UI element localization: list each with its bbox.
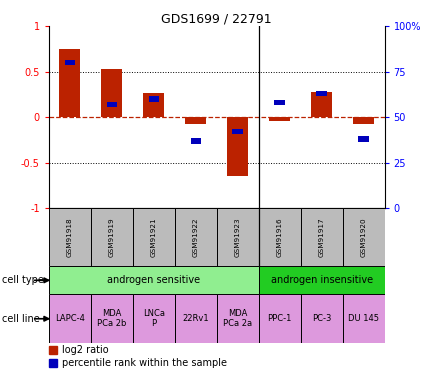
FancyBboxPatch shape bbox=[217, 208, 259, 266]
Bar bbox=[227, 117, 248, 176]
Text: GSM91922: GSM91922 bbox=[193, 217, 199, 257]
Text: LNCa
P: LNCa P bbox=[143, 309, 165, 328]
Bar bbox=[101, 69, 122, 117]
Bar bbox=[275, 100, 285, 105]
FancyBboxPatch shape bbox=[217, 294, 259, 343]
Text: percentile rank within the sample: percentile rank within the sample bbox=[62, 358, 227, 368]
FancyBboxPatch shape bbox=[343, 294, 385, 343]
FancyBboxPatch shape bbox=[259, 208, 300, 266]
Text: PC-3: PC-3 bbox=[312, 314, 332, 323]
Bar bbox=[317, 91, 327, 96]
FancyBboxPatch shape bbox=[259, 266, 385, 294]
Text: LAPC-4: LAPC-4 bbox=[55, 314, 85, 323]
FancyBboxPatch shape bbox=[49, 294, 91, 343]
FancyBboxPatch shape bbox=[49, 266, 259, 294]
FancyBboxPatch shape bbox=[91, 294, 133, 343]
Text: cell type: cell type bbox=[2, 275, 44, 285]
Bar bbox=[49, 346, 57, 354]
Bar bbox=[60, 49, 80, 117]
Text: log2 ratio: log2 ratio bbox=[62, 345, 109, 355]
FancyBboxPatch shape bbox=[300, 208, 343, 266]
FancyBboxPatch shape bbox=[259, 294, 300, 343]
FancyBboxPatch shape bbox=[175, 294, 217, 343]
Text: cell line: cell line bbox=[2, 314, 40, 324]
Text: GSM91917: GSM91917 bbox=[319, 217, 325, 257]
FancyBboxPatch shape bbox=[300, 294, 343, 343]
Bar bbox=[65, 60, 75, 65]
Text: 22Rv1: 22Rv1 bbox=[182, 314, 209, 323]
Bar bbox=[353, 117, 374, 123]
Text: GSM91916: GSM91916 bbox=[277, 217, 283, 257]
Bar bbox=[143, 93, 164, 117]
FancyBboxPatch shape bbox=[343, 208, 385, 266]
FancyBboxPatch shape bbox=[175, 208, 217, 266]
Bar bbox=[149, 96, 159, 102]
Text: GSM91923: GSM91923 bbox=[235, 217, 241, 257]
Bar bbox=[190, 138, 201, 144]
Bar bbox=[311, 92, 332, 117]
Text: DU 145: DU 145 bbox=[348, 314, 379, 323]
Text: PPC-1: PPC-1 bbox=[267, 314, 292, 323]
Bar bbox=[232, 129, 243, 135]
Bar bbox=[49, 359, 57, 367]
Bar bbox=[107, 102, 117, 107]
Bar bbox=[358, 136, 369, 142]
FancyBboxPatch shape bbox=[133, 208, 175, 266]
FancyBboxPatch shape bbox=[133, 294, 175, 343]
FancyBboxPatch shape bbox=[49, 208, 91, 266]
Bar bbox=[185, 117, 206, 123]
Text: GSM91920: GSM91920 bbox=[361, 217, 367, 257]
Bar bbox=[269, 117, 290, 121]
Text: GSM91921: GSM91921 bbox=[151, 217, 157, 257]
Text: GSM91918: GSM91918 bbox=[67, 217, 73, 257]
FancyBboxPatch shape bbox=[91, 208, 133, 266]
Text: androgen insensitive: androgen insensitive bbox=[271, 275, 373, 285]
Title: GDS1699 / 22791: GDS1699 / 22791 bbox=[162, 12, 272, 25]
Text: androgen sensitive: androgen sensitive bbox=[107, 275, 200, 285]
Text: GSM91919: GSM91919 bbox=[109, 217, 115, 257]
Text: MDA
PCa 2a: MDA PCa 2a bbox=[223, 309, 252, 328]
Text: MDA
PCa 2b: MDA PCa 2b bbox=[97, 309, 127, 328]
